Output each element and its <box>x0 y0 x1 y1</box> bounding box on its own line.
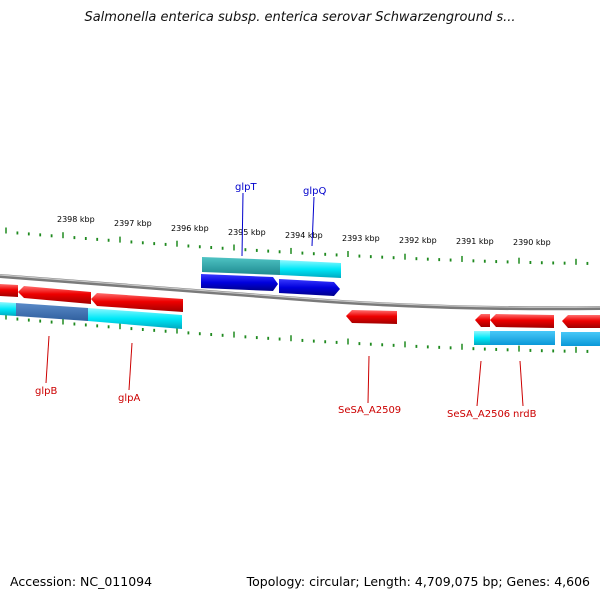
cds-left-edge[interactable] <box>0 302 16 316</box>
map-title: Salmonella enterica subsp. enterica sero… <box>84 10 516 25</box>
kbp-label: 2391 kbp <box>456 237 494 246</box>
gene-label-glpQ[interactable]: glpQ <box>303 186 326 197</box>
cds-glpB[interactable] <box>16 303 88 321</box>
genome-backbone <box>0 274 600 311</box>
gene-labels: glpT glpQ glpB glpA SeSA_A2509 SeSA_A250… <box>35 182 537 420</box>
kbp-label: 2398 kbp <box>57 215 95 224</box>
kbp-label: 2393 kbp <box>342 234 380 243</box>
cds-glpA[interactable] <box>88 308 182 329</box>
kbp-label: 2395 kbp <box>228 228 266 237</box>
gene-nrdB[interactable] <box>490 314 554 328</box>
label-leaders <box>45 192 524 407</box>
reverse-cds-track <box>0 302 600 346</box>
kbp-label: 2394 kbp <box>285 231 323 240</box>
gene-label-glpA[interactable]: glpA <box>118 393 140 404</box>
cds-right-edge[interactable] <box>561 332 600 346</box>
gene-glpA[interactable] <box>91 293 183 312</box>
accession-text: Accession: NC_011094 <box>10 574 153 589</box>
gene-label-glpT[interactable]: glpT <box>235 182 257 193</box>
kbp-scale-labels: 2398 kbp 2397 kbp 2396 kbp 2395 kbp 2394… <box>57 215 551 247</box>
gene-SeSA_A2506[interactable] <box>475 314 490 327</box>
gene-glpQ[interactable] <box>279 279 340 296</box>
cds-SeSA_A2506[interactable] <box>474 331 490 345</box>
lower-tick-track <box>5 313 589 353</box>
gene-left-edge[interactable] <box>0 284 18 297</box>
forward-cds-track <box>202 257 341 278</box>
kbp-label: 2392 kbp <box>399 236 437 245</box>
gene-label-SeSA_A2506[interactable]: SeSA_A2506 <box>447 409 510 420</box>
reverse-gene-track <box>0 284 600 328</box>
cds-glpT[interactable] <box>202 257 280 275</box>
kbp-label: 2390 kbp <box>513 238 551 247</box>
cds-nrdB[interactable] <box>490 331 555 345</box>
forward-gene-track <box>201 274 340 296</box>
genome-backbone-highlight <box>0 274 600 308</box>
kbp-label: 2396 kbp <box>171 224 209 233</box>
gene-SeSA_A2509[interactable] <box>346 310 397 324</box>
gene-label-glpB[interactable]: glpB <box>35 386 57 397</box>
gene-glpT[interactable] <box>201 274 278 291</box>
upper-tick-track <box>5 227 589 265</box>
cds-glpQ[interactable] <box>280 260 341 278</box>
kbp-label: 2397 kbp <box>114 219 152 228</box>
gene-label-nrdB[interactable]: nrdB <box>513 409 537 420</box>
gene-right-edge[interactable] <box>562 315 600 328</box>
topology-summary: Topology: circular; Length: 4,709,075 bp… <box>246 574 590 589</box>
gene-label-SeSA_A2509[interactable]: SeSA_A2509 <box>338 405 401 416</box>
gene-glpB[interactable] <box>18 286 91 304</box>
